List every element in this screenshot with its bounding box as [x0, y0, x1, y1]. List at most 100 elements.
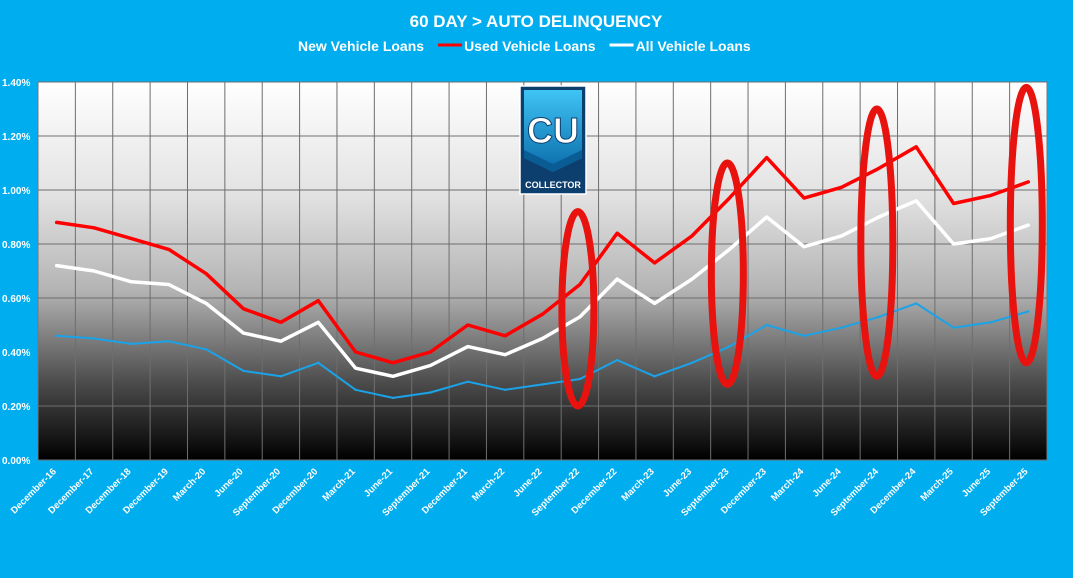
logo-mark-text: CU — [527, 110, 579, 151]
data-point — [167, 248, 170, 251]
data-point — [653, 375, 656, 378]
data-point — [728, 248, 731, 251]
x-tick-label: March-25 — [918, 466, 956, 504]
data-point — [279, 321, 283, 324]
data-point — [55, 221, 58, 224]
data-point — [690, 234, 694, 238]
gridlines — [38, 81, 1047, 461]
data-point — [840, 326, 843, 329]
data-point — [354, 367, 357, 370]
x-tick-label: June-20 — [212, 466, 245, 499]
data-point — [503, 353, 507, 356]
data-point — [391, 396, 395, 400]
data-point — [1027, 180, 1030, 184]
data-point — [391, 375, 395, 378]
data-point — [130, 280, 133, 283]
data-point — [915, 199, 918, 202]
data-point — [989, 237, 993, 240]
x-axis: December-16December-17December-18Decembe… — [9, 466, 1031, 519]
data-point — [92, 226, 96, 229]
data-point — [653, 261, 656, 265]
x-tick-label: March-22 — [470, 466, 507, 503]
data-point — [429, 364, 432, 367]
data-point — [354, 388, 357, 391]
data-point — [429, 350, 432, 354]
y-axis: 0.00% 0.20% 0.40% 0.60% 0.80% 1.00% 1.20% 1.40% — [2, 78, 30, 467]
data-point — [616, 358, 619, 362]
data-point — [541, 383, 544, 386]
logo-chevron-stripe — [524, 150, 582, 172]
legend-label: New Vehicle Loans — [298, 38, 424, 54]
data-point — [466, 345, 469, 348]
logo-caption: COLLECTOR — [525, 180, 581, 190]
data-point — [765, 156, 768, 159]
x-tick-label: March-21 — [320, 466, 358, 504]
data-point — [616, 277, 619, 281]
data-point — [915, 302, 918, 305]
x-tick-label: March-24 — [769, 466, 807, 504]
data-point — [1027, 310, 1030, 313]
data-point — [690, 361, 694, 364]
data-point — [877, 167, 881, 170]
data-point — [55, 264, 58, 267]
x-tick-label: March-20 — [171, 466, 208, 503]
data-point — [989, 194, 993, 197]
data-point — [952, 326, 955, 329]
data-point — [242, 369, 245, 373]
data-point — [242, 307, 245, 310]
data-point — [989, 321, 993, 324]
data-point — [690, 277, 694, 281]
data-point — [204, 348, 208, 351]
data-point — [503, 388, 507, 391]
data-point — [952, 242, 955, 246]
data-point — [466, 380, 469, 383]
x-tick-label: June-24 — [810, 466, 844, 500]
data-point — [204, 272, 208, 275]
data-point — [503, 334, 507, 337]
data-point — [167, 340, 170, 343]
data-point — [616, 232, 619, 235]
data-point — [802, 245, 806, 248]
highlight-oval — [1006, 83, 1046, 367]
data-point — [541, 313, 544, 316]
highlight-oval — [558, 208, 598, 410]
x-tick-label: June-21 — [362, 466, 396, 500]
highlight-ovals — [558, 83, 1046, 410]
data-point — [541, 337, 544, 340]
data-point — [354, 350, 357, 354]
y-tick-label: 0.80% — [2, 240, 30, 251]
data-point — [130, 237, 133, 240]
legend-label: All Vehicle Loans — [636, 38, 751, 54]
data-point — [915, 145, 918, 148]
data-point — [279, 375, 283, 378]
y-tick-label: 0.40% — [2, 348, 30, 359]
data-point — [130, 342, 133, 346]
data-point — [578, 377, 582, 381]
data-point — [840, 234, 843, 238]
data-point — [578, 315, 582, 319]
data-point — [840, 186, 843, 189]
y-tick-label: 0.20% — [2, 402, 30, 413]
logo-chevron-mark — [524, 90, 582, 172]
data-point — [877, 315, 881, 319]
data-point — [279, 340, 283, 343]
data-point — [429, 391, 432, 394]
legend-label: Used Vehicle Loans — [464, 38, 596, 54]
data-point — [728, 196, 731, 200]
y-tick-label: 1.00% — [2, 186, 30, 197]
x-tick-label: June-25 — [960, 466, 994, 500]
x-tick-label: June-23 — [661, 466, 694, 499]
y-tick-label: 0.60% — [2, 294, 30, 305]
chart-legend: New Vehicle Loans Used Vehicle Loans All V… — [298, 38, 751, 54]
data-point — [391, 361, 395, 364]
y-tick-label: 1.40% — [2, 78, 30, 89]
data-point — [317, 321, 320, 324]
data-point — [802, 196, 806, 200]
data-point — [765, 215, 768, 219]
data-point — [242, 331, 245, 335]
data-point — [466, 323, 469, 327]
data-point — [728, 345, 731, 348]
data-point — [1027, 223, 1030, 227]
